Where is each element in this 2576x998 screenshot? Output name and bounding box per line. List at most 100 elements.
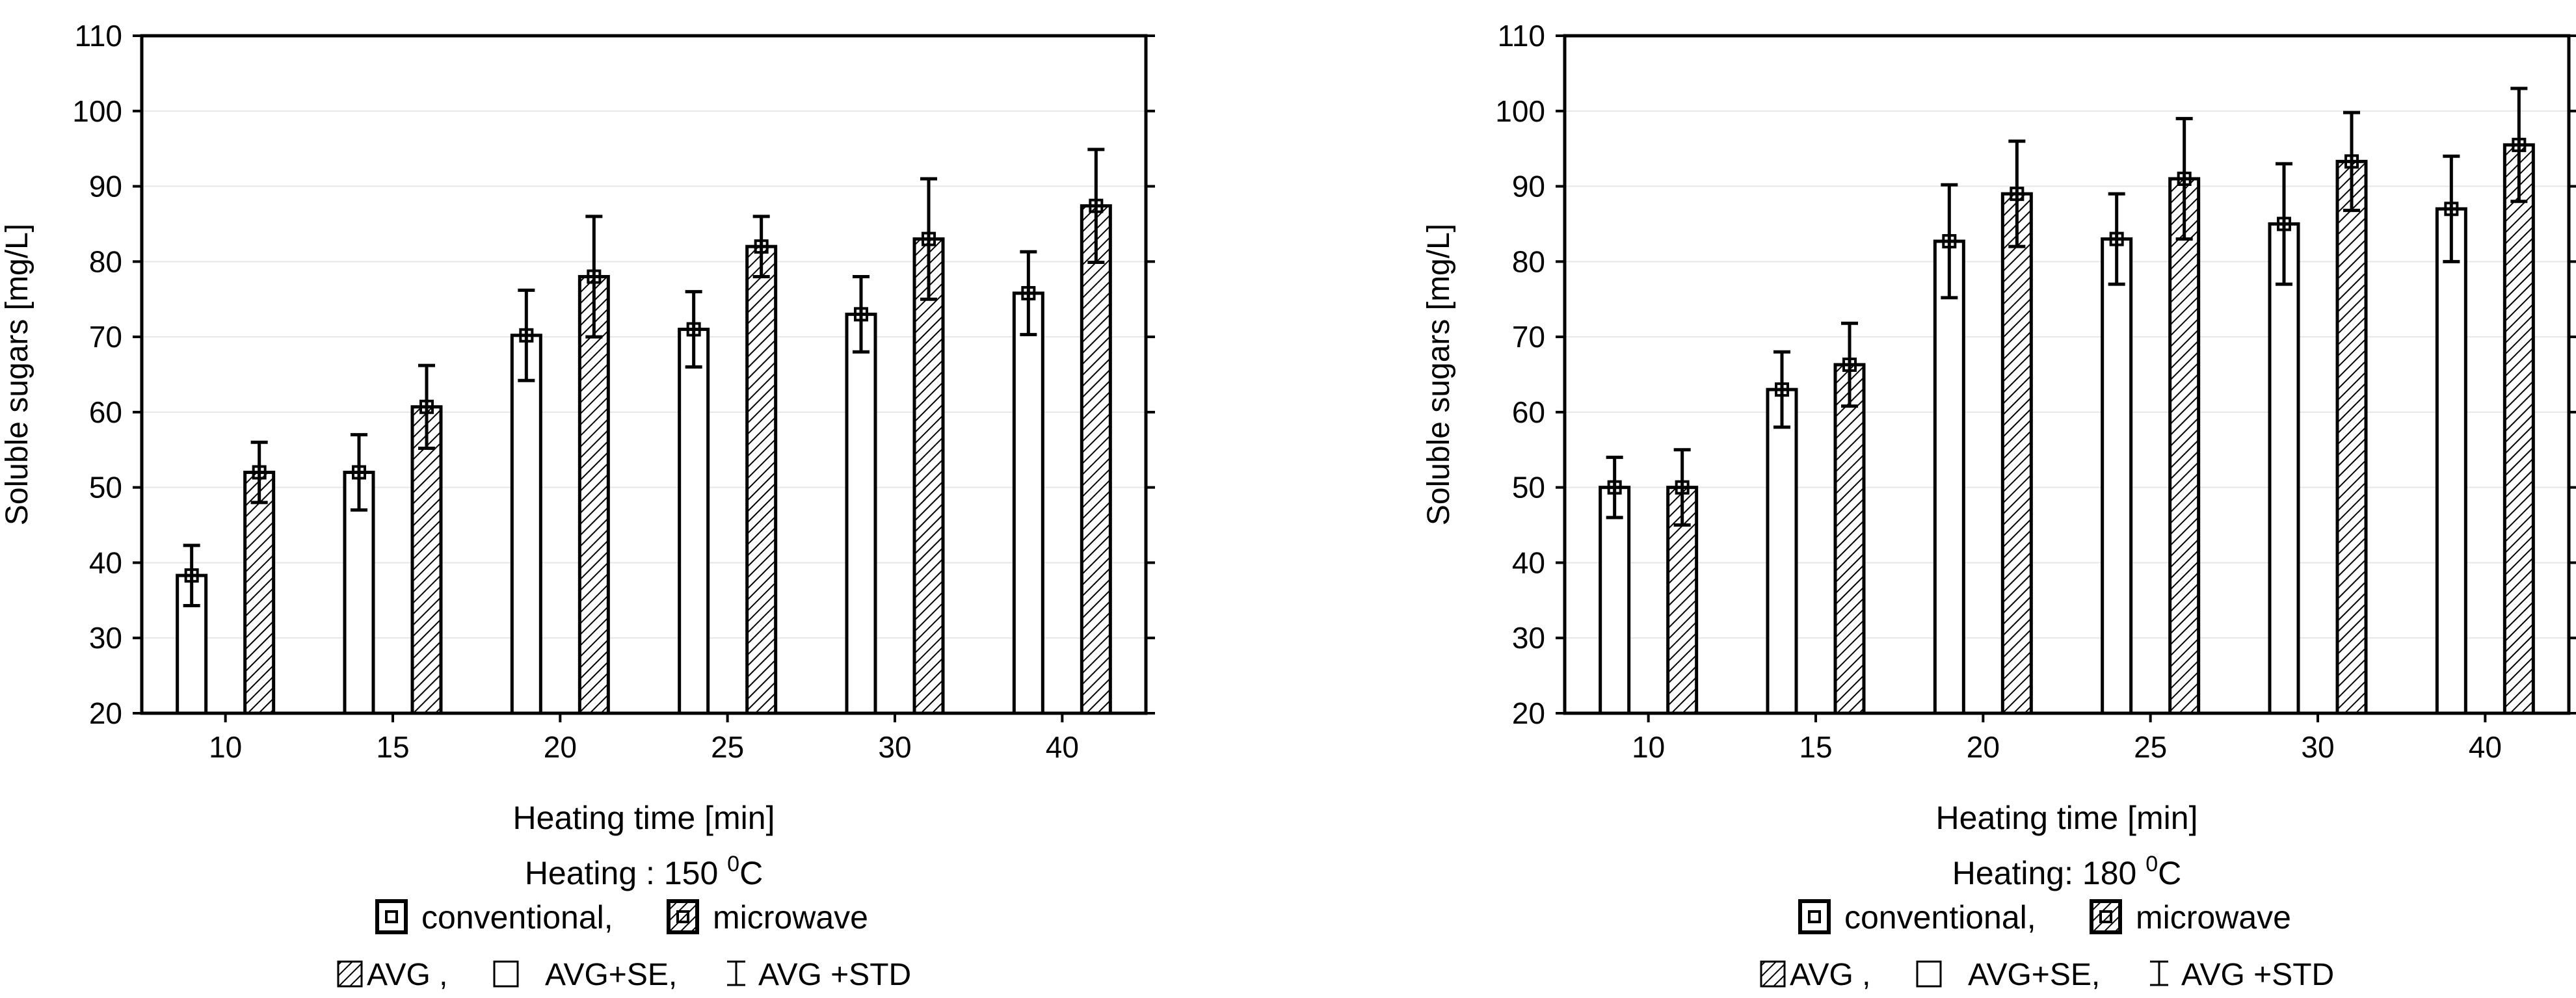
x-tick-label: 10 <box>1632 730 1665 764</box>
y-tick-label: 110 <box>75 19 122 53</box>
bar-conventional <box>1599 486 1631 715</box>
x-tick-label: 25 <box>711 730 744 764</box>
x-tick-label: 20 <box>1967 730 2000 764</box>
mean-marker <box>252 465 267 480</box>
legend-std-label: AVG +STD <box>2181 958 2334 992</box>
chart-1: 20 30 40 50 60 70 80 90 100 110 10 15 20 25 30 40 Solubl… <box>0 19 1155 992</box>
bar-microwave <box>2503 143 2535 715</box>
x-tick-label: 40 <box>1046 730 1079 764</box>
mean-marker <box>184 568 199 583</box>
legend-avg-swatch <box>337 960 363 988</box>
heating-unit: C <box>739 855 763 891</box>
x-tick-label: 40 <box>2469 730 2502 764</box>
bar-conventional <box>1933 239 1965 715</box>
mean-marker <box>1675 480 1690 495</box>
y-tick-label: 90 <box>1512 170 1545 204</box>
plot-frame <box>140 34 1148 715</box>
heating-sup: 0 <box>727 852 739 876</box>
bar-microwave <box>1080 204 1112 715</box>
legend-microwave-marker <box>2099 910 2112 923</box>
y-tick-label: 100 <box>1495 94 1545 128</box>
y-tick-label: 90 <box>89 170 122 204</box>
y-axis-label: Soluble sugars [mg/L] <box>1422 224 1456 525</box>
y-tick-label: 110 <box>1498 19 1545 53</box>
bar-conventional <box>2268 222 2300 715</box>
mean-marker <box>1842 357 1857 372</box>
bar-microwave <box>2000 192 2033 715</box>
bar-microwave <box>2335 159 2368 715</box>
legend-se-swatch <box>1916 960 1942 988</box>
legend-microwave-label: microwave <box>2136 899 2291 936</box>
y-tick-label: 40 <box>89 545 122 579</box>
mean-marker <box>1942 234 1957 249</box>
bar-conventional <box>1012 291 1044 715</box>
legend-se-swatch <box>493 960 519 988</box>
mean-marker <box>2010 187 2025 202</box>
y-tick-label: 80 <box>89 244 122 278</box>
y-tick-label: 30 <box>89 621 122 655</box>
mean-marker <box>1089 198 1104 213</box>
mean-marker <box>2109 231 2124 246</box>
x-axis-label: Heating time [min] <box>1936 800 2198 836</box>
legend-microwave-swatch <box>2090 899 2122 934</box>
y-tick-label: 30 <box>1512 621 1545 655</box>
mean-marker <box>1607 480 1622 495</box>
y-tick-label: 50 <box>89 471 122 505</box>
mean-marker <box>2277 217 2291 231</box>
bar-conventional <box>2101 237 2133 715</box>
bar-microwave <box>243 471 276 715</box>
legend-microwave-marker <box>676 910 689 923</box>
mean-marker <box>419 399 434 414</box>
y-axis-label: Soluble sugars [mg/L] <box>0 224 34 525</box>
x-tick-label: 30 <box>2301 730 2334 764</box>
bar-conventional <box>510 334 542 715</box>
y-tick-label: 70 <box>1512 320 1545 354</box>
mean-marker <box>2444 202 2459 217</box>
legend-conventional-marker <box>1808 910 1821 923</box>
x-tick-label: 25 <box>2134 730 2167 764</box>
bar-microwave <box>912 237 945 715</box>
x-tick-label: 15 <box>1799 730 1832 764</box>
legend-avg-label: AVG , <box>1790 958 1870 992</box>
mean-marker <box>2512 137 2527 152</box>
bar-microwave <box>578 274 610 715</box>
legend-std-label: AVG +STD <box>758 958 911 992</box>
mean-marker <box>922 231 936 246</box>
x-tick-label: 10 <box>209 730 242 764</box>
y-tick-label: 20 <box>89 696 122 730</box>
legend-microwave-swatch <box>667 899 699 934</box>
heating-label: Heating : 150 <box>525 855 727 891</box>
legend-conventional-label: conventional, <box>1844 899 2036 936</box>
mean-marker <box>587 269 602 284</box>
bar-microwave <box>410 405 443 715</box>
mean-marker <box>2177 171 2192 186</box>
x-axis-label: Heating time [min] <box>513 800 775 836</box>
bar-microwave <box>2168 177 2201 715</box>
x-tick-label: 20 <box>544 730 577 764</box>
mean-marker <box>519 328 534 343</box>
y-tick-label: 100 <box>72 94 122 128</box>
mean-marker <box>686 322 701 337</box>
heating-sup: 0 <box>2145 852 2158 876</box>
plot-frame <box>1563 34 2571 715</box>
y-tick-label: 70 <box>89 320 122 354</box>
heating-unit: C <box>2158 855 2181 891</box>
bar-conventional <box>845 312 877 715</box>
heating-condition: Heating: 180 0C <box>1952 852 2181 891</box>
heating-label: Heating: 180 <box>1952 855 2145 891</box>
legend-conventional-swatch <box>375 899 408 934</box>
mean-marker <box>754 239 769 254</box>
legend-conventional-marker <box>385 910 398 923</box>
y-tick-label: 50 <box>1512 471 1545 505</box>
bar-microwave <box>745 244 778 715</box>
mean-marker <box>2344 154 2359 169</box>
chart-2: 20 30 40 50 60 70 80 90 100 110 10 15 20 25 30 40 Solubl… <box>1422 19 2576 992</box>
y-tick-label: 60 <box>1512 395 1545 429</box>
mean-marker <box>1021 285 1036 300</box>
mean-marker <box>1775 382 1789 397</box>
y-tick-label: 40 <box>1512 545 1545 579</box>
x-tick-label: 30 <box>878 730 911 764</box>
bar-conventional <box>678 328 710 715</box>
legend-avg-label: AVG , <box>367 958 447 992</box>
mean-marker <box>854 307 868 322</box>
